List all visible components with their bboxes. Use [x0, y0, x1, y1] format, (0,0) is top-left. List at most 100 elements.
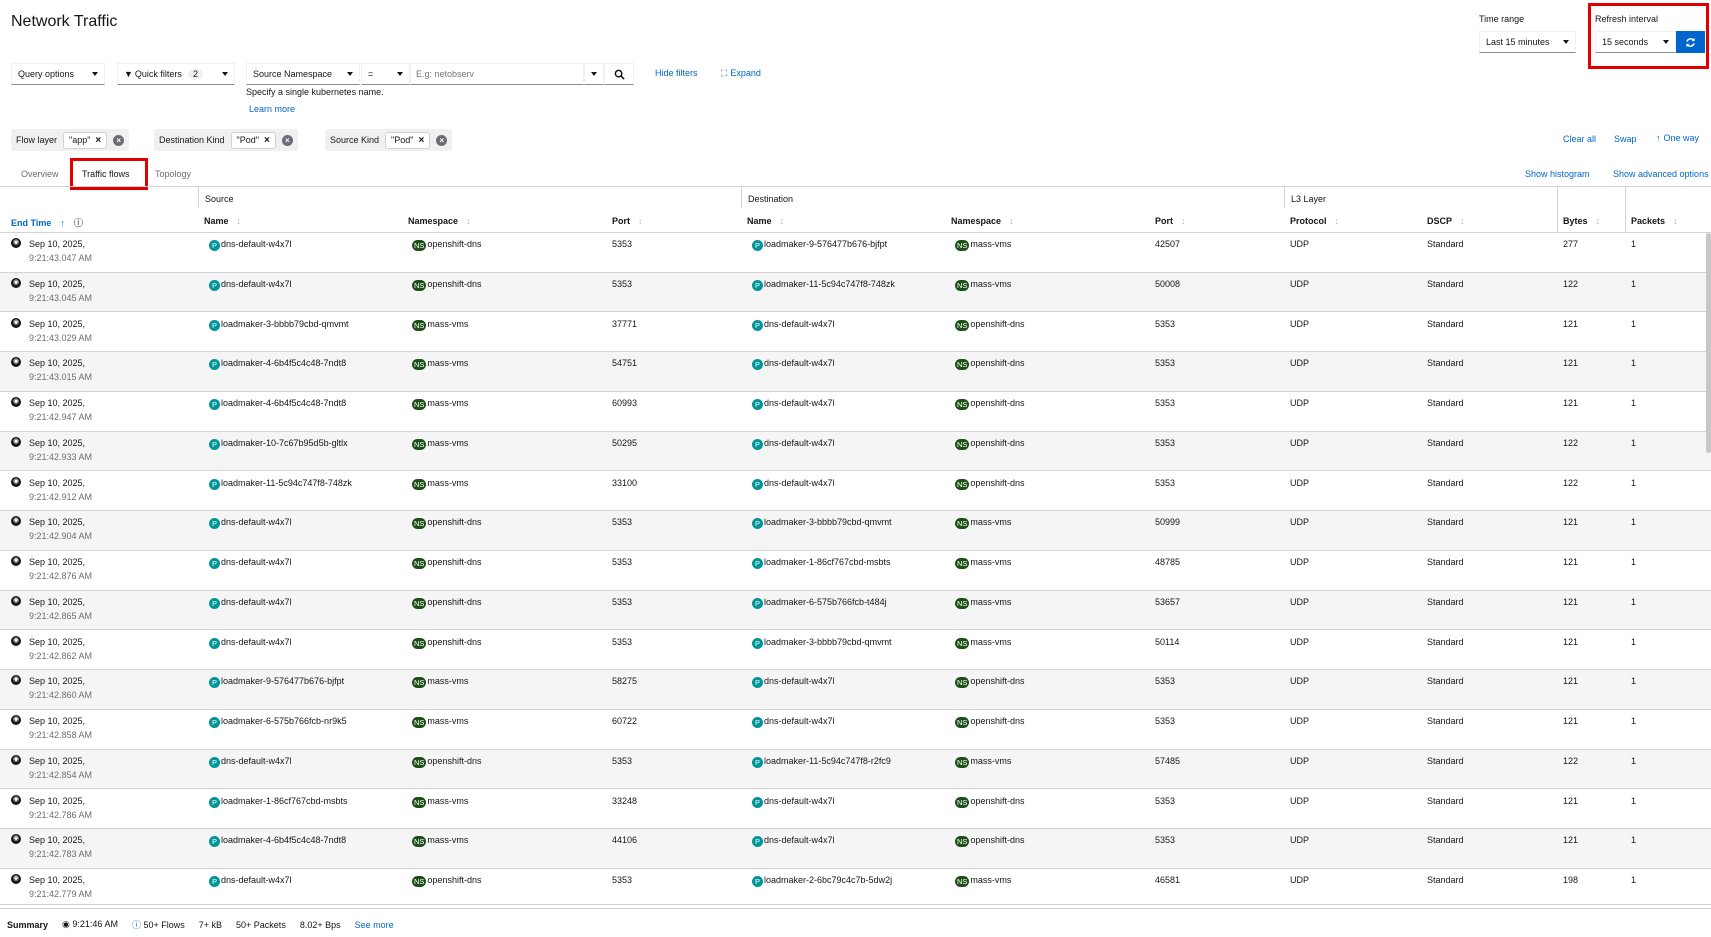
dst-namespace-cell[interactable]: NS openshift-dns — [955, 478, 1024, 490]
time-range-select[interactable]: Last 15 minutes — [1479, 31, 1576, 53]
clear-all-link[interactable]: Clear all — [1563, 134, 1597, 144]
src-namespace-cell[interactable]: NS mass-vms — [412, 796, 468, 808]
src-namespace-cell[interactable]: NS openshift-dns — [412, 756, 481, 768]
tab-traffic-flows[interactable]: Traffic flows — [82, 169, 130, 179]
dst-namespace-cell[interactable]: NS mass-vms — [955, 756, 1011, 768]
query-options-select[interactable]: Query options — [11, 63, 105, 85]
show-advanced-options-link[interactable]: Show advanced options — [1613, 169, 1709, 179]
help-icon[interactable]: ⓘ — [73, 218, 83, 228]
dst-namespace-cell[interactable]: NS openshift-dns — [955, 716, 1024, 728]
dst-namespace-cell[interactable]: NS openshift-dns — [955, 319, 1024, 331]
src-namespace-cell[interactable]: NS mass-vms — [412, 716, 468, 728]
dst-namespace-cell[interactable]: NS openshift-dns — [955, 676, 1024, 689]
src-namespace-cell[interactable]: NS openshift-dns — [412, 637, 481, 649]
close-icon[interactable]: × — [95, 134, 102, 146]
filter-value-input[interactable] — [410, 63, 584, 85]
remove-group-icon[interactable]: × — [436, 134, 448, 146]
swap-link[interactable]: Swap — [1614, 134, 1637, 144]
dst-namespace-cell[interactable]: NS mass-vms — [955, 637, 1011, 649]
src-namespace-cell[interactable]: NS mass-vms — [412, 358, 468, 371]
src-namespace-cell[interactable]: NS openshift-dns — [412, 279, 481, 291]
src-namespace-cell[interactable]: NS mass-vms — [412, 676, 468, 689]
dst-namespace-cell[interactable]: NS mass-vms — [955, 239, 1011, 251]
quick-filters-select[interactable]: ▼ Quick filters 2 — [117, 63, 235, 85]
expand-button[interactable]: ⛶ Expand — [721, 68, 761, 79]
column-header-bytes[interactable]: Bytes ↕ — [1563, 216, 1600, 226]
dst-namespace-cell[interactable]: NS mass-vms — [955, 875, 1011, 887]
remove-group-icon[interactable]: × — [113, 134, 125, 146]
src-namespace-cell[interactable]: NS mass-vms — [412, 319, 468, 331]
column-header-src-namespace[interactable]: Namespace ↕ — [408, 216, 471, 226]
src-namespace-cell[interactable]: NS mass-vms — [412, 835, 468, 848]
src-namespace-cell[interactable]: NS mass-vms — [412, 478, 468, 490]
src-namespace-cell[interactable]: NS mass-vms — [412, 398, 468, 410]
src-namespace-cell[interactable]: NS openshift-dns — [412, 597, 481, 609]
column-header-packets[interactable]: Packets ↕ — [1631, 216, 1678, 226]
column-header-dst-name[interactable]: Name ↕ — [747, 216, 784, 226]
dst-namespace-cell[interactable]: NS openshift-dns — [955, 438, 1024, 450]
refresh-interval-select[interactable]: 15 seconds — [1595, 31, 1676, 53]
filter-value-dropdown[interactable] — [584, 63, 604, 85]
dst-namespace-cell[interactable]: NS mass-vms — [955, 597, 1011, 609]
hide-filters-link[interactable]: Hide filters — [655, 68, 698, 78]
dst-namespace-cell[interactable]: NS openshift-dns — [955, 796, 1024, 808]
close-icon[interactable]: × — [263, 134, 270, 146]
filter-field-select[interactable]: Source Namespace — [246, 63, 360, 85]
dst-namespace-cell[interactable]: NS mass-vms — [955, 517, 1011, 530]
column-header-src-name[interactable]: Name ↕ — [204, 216, 241, 226]
tab-overview[interactable]: Overview — [21, 169, 59, 179]
search-button[interactable] — [604, 63, 634, 85]
see-more-link[interactable]: See more — [354, 919, 394, 930]
column-header-end-time[interactable]: End Time ↑ ⓘ — [11, 216, 83, 229]
filter-operator-select[interactable]: = — [361, 63, 410, 85]
src-namespace-cell[interactable]: NS mass-vms — [412, 438, 468, 450]
dst-namespace-cell[interactable]: NS mass-vms — [955, 279, 1011, 291]
one-way-button[interactable]: ↑ One way — [1656, 133, 1699, 143]
dst-namespace-cell[interactable]: NS openshift-dns — [955, 358, 1024, 371]
tab-topology[interactable]: Topology — [155, 169, 192, 179]
column-header-src-port[interactable]: Port ↕ — [612, 216, 643, 226]
src-namespace-cell[interactable]: NS openshift-dns — [412, 239, 481, 251]
src-namespace-cell[interactable]: NS openshift-dns — [412, 875, 481, 887]
